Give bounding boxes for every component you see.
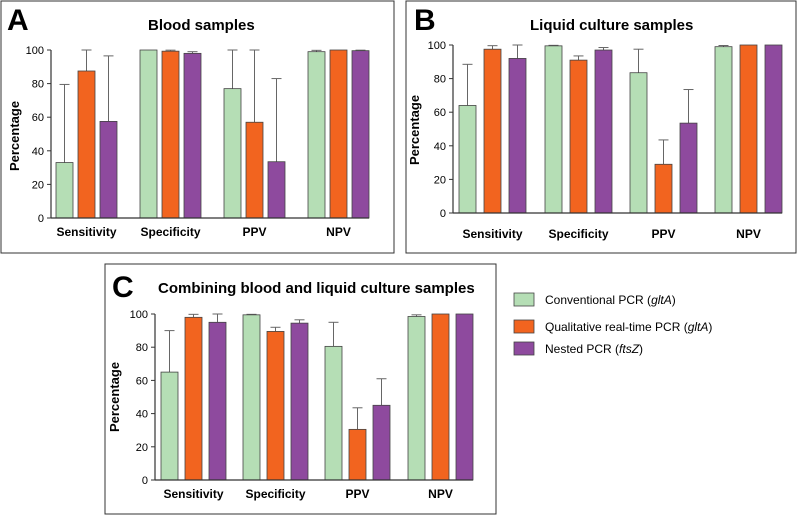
- panel-a-ytick-label: 60: [32, 112, 44, 124]
- panel-c-letter: C: [112, 271, 134, 304]
- panel-b-bar-conventional-npv: [714, 46, 733, 214]
- panel-a-title: Blood samples: [148, 17, 255, 34]
- panel-a-category-label: Sensitivity: [56, 225, 116, 239]
- panel-b-bar-realtime-ppv: [654, 163, 673, 214]
- legend-swatch-conventional: [513, 292, 535, 307]
- panel-a-bar-conventional-specificity: [139, 49, 158, 219]
- panel-c-bar-nested-npv: [455, 313, 474, 481]
- panel-b-title: Liquid culture samples: [530, 17, 693, 34]
- panel-b-ytick-label: 100: [428, 40, 446, 52]
- panel-b-category-label: Specificity: [548, 227, 608, 241]
- panel-b-ytick-label: 20: [434, 174, 446, 186]
- panel-c-title: Combining blood and liquid culture sampl…: [158, 280, 475, 297]
- panel-c-bar-realtime-ppv: [348, 428, 367, 481]
- panel-c-category-label: NPV: [428, 487, 453, 501]
- panel-a-bar-nested-specificity: [183, 52, 202, 219]
- panel-a-bar-conventional-ppv: [223, 88, 242, 219]
- panel-c-bar-conventional-ppv: [324, 345, 343, 481]
- panel-c-ytick-label: 20: [136, 442, 148, 454]
- panel-c-category-label: Sensitivity: [163, 487, 223, 501]
- panel-b-bar-realtime-sensitivity: [483, 48, 502, 214]
- panel-a-bar-realtime-specificity: [161, 50, 180, 219]
- panel-a-ylabel: Percentage: [7, 101, 22, 171]
- panel-c-ytick-label: 0: [142, 475, 148, 487]
- panel-b-bar-conventional-sensitivity: [458, 105, 477, 214]
- panel-a-bar-realtime-ppv: [245, 121, 264, 219]
- panel-b-category-label: PPV: [651, 227, 675, 241]
- panel-b-ytick-label: 40: [434, 141, 446, 153]
- panel-c-ytick-label: 80: [136, 342, 148, 354]
- panel-a-ytick-label: 0: [38, 213, 44, 225]
- panel-b-ytick-label: 0: [440, 208, 446, 220]
- panel-b-bar-realtime-npv: [739, 44, 758, 214]
- panel-c-bar-realtime-sensitivity: [184, 316, 203, 481]
- legend-swatch-nested: [513, 341, 535, 356]
- panel-a-ytick-label: 80: [32, 79, 44, 91]
- panel-c-bar-conventional-npv: [407, 316, 426, 481]
- panel-b-bar-nested-npv: [764, 44, 783, 214]
- panel-c-category-label: Specificity: [245, 487, 305, 501]
- panel-a-category-label: PPV: [242, 225, 266, 239]
- panel-a-bar-nested-npv: [351, 50, 370, 219]
- panel-c-frame: [104, 263, 497, 515]
- panel-a-ytick-label: 40: [32, 146, 44, 158]
- legend-label-nested: Nested PCR (ftsZ): [545, 342, 643, 356]
- panel-c-ylabel: Percentage: [107, 362, 122, 432]
- panel-a-chart: 0 20 40 60 80 100 Sensitivity Specificity PPV NPV: [26, 45, 370, 239]
- panel-a-bar-nested-sensitivity: [99, 121, 118, 219]
- panel-a-bar-conventional-sensitivity: [55, 162, 74, 219]
- panel-a-bar-realtime-sensitivity: [77, 70, 96, 219]
- legend-label-realtime: Qualitative real-time PCR (gltA): [545, 320, 712, 334]
- panel-c-chart: 0 20 40 60 80 100 Sensitivity Specificity PPV NPV: [130, 309, 474, 501]
- panel-b-ytick-label: 60: [434, 107, 446, 119]
- panel-b-ylabel: Percentage: [407, 95, 422, 165]
- panel-b-chart: 0 20 40 60 80 100 Sensitivity Specificity PPV NPV: [428, 40, 783, 241]
- panel-c-bar-realtime-npv: [431, 313, 450, 481]
- panel-c-bar-nested-specificity: [290, 322, 309, 481]
- panel-a-ytick-label: 100: [26, 45, 44, 57]
- panel-a-ytick-label: 20: [32, 179, 44, 191]
- legend: Conventional PCR (gltA) Qualitative real-…: [513, 292, 712, 356]
- panel-b-bar-conventional-specificity: [544, 45, 563, 214]
- legend-swatch-realtime: [513, 319, 535, 334]
- panel-c-ytick-label: 40: [136, 409, 148, 421]
- panel-b-category-label: Sensitivity: [462, 227, 522, 241]
- panel-b-frame: [405, 0, 797, 254]
- panel-c-ytick-label: 100: [130, 309, 148, 321]
- panel-b-ytick-label: 80: [434, 74, 446, 86]
- panel-c-category-label: PPV: [345, 487, 369, 501]
- panel-a-bar-conventional-npv: [307, 51, 326, 219]
- panel-c-bar-conventional-specificity: [242, 314, 261, 481]
- panel-b-letter: B: [414, 4, 436, 37]
- panel-c-bar-nested-sensitivity: [208, 321, 227, 481]
- panel-c-bar-conventional-sensitivity: [160, 371, 179, 481]
- panel-a-category-label: Specificity: [140, 225, 200, 239]
- panel-b-category-label: NPV: [736, 227, 761, 241]
- panel-a-category-label: NPV: [326, 225, 351, 239]
- panel-b-bar-nested-ppv: [679, 122, 698, 214]
- panel-c-ytick-label: 60: [136, 375, 148, 387]
- panel-b-bar-nested-specificity: [594, 49, 613, 214]
- panel-b-bar-realtime-specificity: [569, 59, 588, 214]
- panel-c-bar-nested-ppv: [372, 404, 391, 481]
- legend-label-conventional: Conventional PCR (gltA): [545, 293, 676, 307]
- panel-b-bar-nested-sensitivity: [508, 58, 527, 214]
- panel-a-bar-realtime-npv: [329, 49, 348, 219]
- panel-b-bar-conventional-ppv: [629, 72, 648, 214]
- panel-a-frame: [0, 0, 395, 254]
- panel-a-letter: A: [7, 4, 29, 37]
- panel-a-bar-nested-ppv: [267, 161, 286, 219]
- panel-c-bar-realtime-specificity: [266, 331, 285, 481]
